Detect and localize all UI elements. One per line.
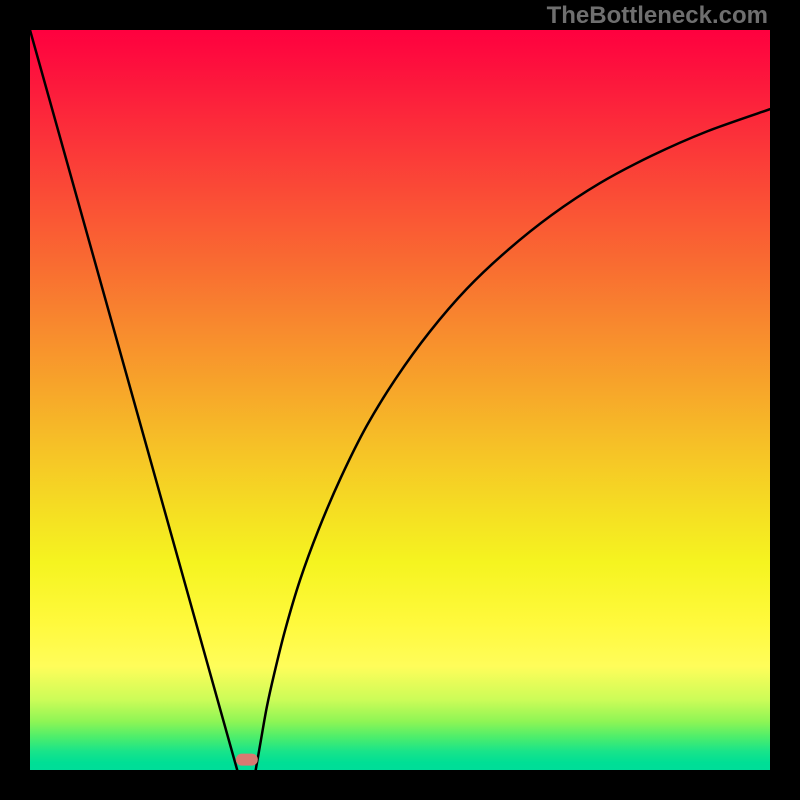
watermark-text: TheBottleneck.com — [547, 2, 768, 30]
plot-area — [30, 30, 770, 770]
optimum-indicator — [236, 754, 258, 766]
plot-svg — [30, 30, 770, 770]
figure-stage: TheBottleneck.com — [0, 0, 800, 800]
gradient-background — [30, 30, 770, 770]
